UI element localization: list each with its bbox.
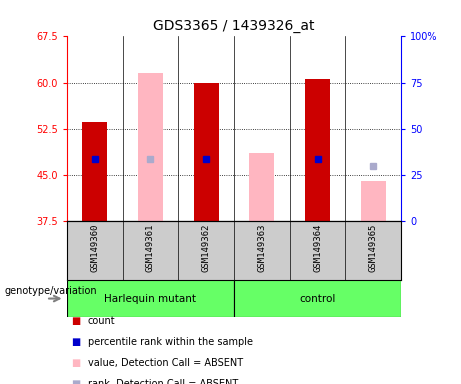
Text: GSM149363: GSM149363 — [257, 224, 266, 272]
Text: ■: ■ — [71, 337, 81, 347]
Text: GSM149362: GSM149362 — [201, 224, 211, 272]
Text: ■: ■ — [71, 316, 81, 326]
Text: rank, Detection Call = ABSENT: rank, Detection Call = ABSENT — [88, 379, 238, 384]
Text: genotype/variation: genotype/variation — [5, 286, 97, 296]
Text: GSM149361: GSM149361 — [146, 224, 155, 272]
Text: GSM149365: GSM149365 — [369, 224, 378, 272]
Bar — [194, 83, 219, 221]
Text: GSM149364: GSM149364 — [313, 224, 322, 272]
Bar — [138, 73, 163, 221]
Title: GDS3365 / 1439326_at: GDS3365 / 1439326_at — [153, 19, 315, 33]
Text: GSM149360: GSM149360 — [90, 224, 99, 272]
Text: percentile rank within the sample: percentile rank within the sample — [88, 337, 253, 347]
Bar — [361, 181, 386, 221]
Text: Harlequin mutant: Harlequin mutant — [104, 293, 196, 304]
Text: ■: ■ — [71, 358, 81, 368]
Text: control: control — [299, 293, 336, 304]
Text: ■: ■ — [71, 379, 81, 384]
Bar — [82, 122, 107, 221]
Text: count: count — [88, 316, 115, 326]
Text: value, Detection Call = ABSENT: value, Detection Call = ABSENT — [88, 358, 242, 368]
Bar — [305, 79, 330, 221]
Bar — [234, 280, 401, 317]
Bar — [67, 280, 234, 317]
Bar — [249, 153, 274, 221]
